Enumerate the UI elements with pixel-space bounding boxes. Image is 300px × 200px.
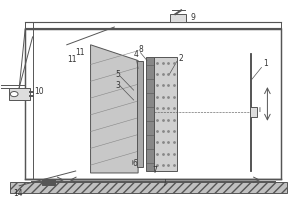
Circle shape xyxy=(10,92,18,97)
Bar xyxy=(25,29,281,179)
Text: 14: 14 xyxy=(13,189,23,198)
Text: l: l xyxy=(164,179,166,188)
Polygon shape xyxy=(91,45,138,173)
Bar xyxy=(136,61,143,167)
Text: 5: 5 xyxy=(116,70,121,79)
Bar xyxy=(146,57,154,171)
Text: 9: 9 xyxy=(191,13,196,22)
Text: 7: 7 xyxy=(152,166,157,175)
Bar xyxy=(170,14,186,22)
Text: 11: 11 xyxy=(67,55,76,64)
Bar xyxy=(250,53,251,171)
Text: 2: 2 xyxy=(178,54,183,63)
Bar xyxy=(250,107,257,117)
Bar xyxy=(10,182,287,193)
Bar xyxy=(41,179,55,185)
Bar xyxy=(154,57,177,171)
Text: 8: 8 xyxy=(139,45,143,54)
Text: 10: 10 xyxy=(34,87,44,96)
Bar xyxy=(9,88,30,100)
Text: 3: 3 xyxy=(116,81,121,90)
Text: 11: 11 xyxy=(76,48,85,57)
Text: i: i xyxy=(259,107,260,113)
Text: 4: 4 xyxy=(134,50,139,59)
Text: 6: 6 xyxy=(132,159,137,168)
Text: 1: 1 xyxy=(263,59,268,68)
